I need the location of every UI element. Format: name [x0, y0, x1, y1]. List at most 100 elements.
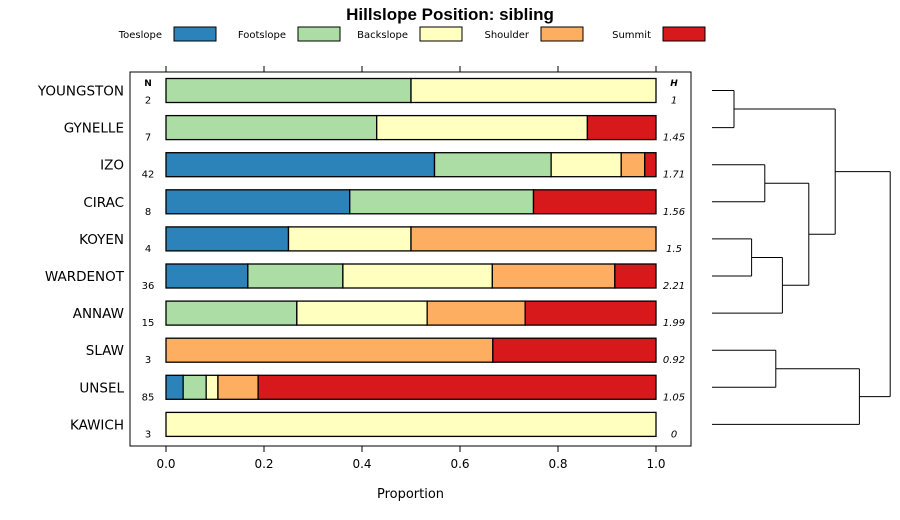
h-value-cirac: 1.56 [663, 207, 685, 218]
n-value-wardenot: 36 [142, 281, 155, 292]
bar-segment-izo-backslope [550, 152, 622, 178]
bar-rows: YOUNGSTON 2 1 GYNELLE 7 1.45 IZO 42 1.71 CIRAC 8 1.… [37, 77, 685, 440]
dendrogram-link-5 [764, 182, 810, 286]
bar-segment-wardenot-toeslope [165, 263, 249, 289]
dendrogram [712, 90, 891, 425]
bar-segment-annaw-footslope [165, 300, 298, 326]
bar-segment-slaw-summit [492, 337, 657, 363]
n-value-koyen: 4 [145, 244, 151, 255]
row-label-youngston: YOUNGSTON [37, 84, 124, 100]
row-cirac: CIRAC 8 1.56 [83, 189, 685, 218]
bar-segment-unsel-toeslope [165, 374, 184, 400]
h-value-youngston: 1 [671, 96, 677, 107]
bar-segment-annaw-shoulder [426, 300, 526, 326]
bar-segment-izo-shoulder [620, 152, 646, 178]
plot-frame [129, 71, 692, 447]
legend-label-shoulder: Shoulder [484, 30, 529, 41]
h-value-koyen: 1.5 [666, 244, 682, 255]
row-youngston: YOUNGSTON 2 1 [37, 77, 677, 107]
bar-segment-wardenot-summit [614, 263, 657, 289]
row-label-unsel: UNSEL [79, 380, 124, 396]
legend: Toeslope Footslope Backslope Shoulder Summit [118, 26, 706, 42]
n-value-izo: 42 [142, 170, 155, 181]
dendrogram-link-2 [712, 238, 753, 277]
legend-swatch-footslope [297, 26, 341, 42]
top-axis-ticks [165, 66, 657, 72]
row-izo: IZO 42 1.71 [100, 152, 685, 181]
x-tick-label-0: 0.0 [156, 457, 175, 471]
legend-label-toeslope: Toeslope [118, 30, 162, 41]
row-label-izo: IZO [100, 158, 124, 174]
row-label-wardenot: WARDENOT [45, 269, 125, 285]
bar-segment-youngston-footslope [165, 77, 412, 104]
row-label-slaw: SLAW [86, 343, 124, 359]
x-tick-label-5: 1.0 [646, 457, 665, 471]
row-kawich: KAWICH 3 0 [70, 411, 677, 440]
bar-segment-izo-footslope [433, 152, 552, 178]
n-value-gynelle: 7 [145, 133, 151, 144]
legend-swatch-toeslope [173, 26, 217, 42]
bar-segment-annaw-summit [524, 300, 657, 326]
row-label-kawich: KAWICH [70, 417, 124, 433]
dendrogram-link-6 [712, 349, 777, 388]
bar-segment-izo-toeslope [165, 152, 436, 178]
legend-label-summit: Summit [612, 30, 651, 41]
x-axis-title: Proportion [377, 487, 444, 502]
bar-segment-annaw-backslope [296, 300, 428, 326]
n-value-cirac: 8 [145, 207, 151, 218]
x-tick-label-2: 0.4 [352, 457, 371, 471]
bar-segment-cirac-footslope [349, 189, 535, 215]
bar-segment-unsel-footslope [182, 374, 207, 400]
bar-segment-slaw-shoulder [165, 337, 494, 363]
h-value-izo: 1.71 [663, 170, 685, 181]
dendrogram-link-7 [734, 108, 836, 235]
bar-segment-gynelle-footslope [165, 114, 378, 141]
row-slaw: SLAW 3 0.92 [86, 337, 685, 366]
row-gynelle: GYNELLE 7 1.45 [64, 114, 685, 144]
bar-segment-koyen-backslope [287, 226, 412, 252]
bar-segment-koyen-toeslope [165, 226, 290, 252]
bar-segment-cirac-toeslope [165, 189, 351, 215]
n-value-slaw: 3 [145, 355, 151, 366]
h-value-kawich: 0 [671, 429, 677, 440]
n-column-header: N [144, 79, 152, 89]
row-annaw: ANNAW 15 1.99 [73, 300, 685, 329]
bar-segment-wardenot-shoulder [491, 263, 616, 289]
h-value-wardenot: 2.21 [663, 281, 685, 292]
bar-segment-koyen-shoulder [410, 226, 657, 252]
bar-segment-izo-summit [644, 152, 657, 178]
dendrogram-link-3 [712, 164, 766, 203]
row-koyen: KOYEN 4 1.5 [79, 226, 682, 255]
dendrogram-link-8 [712, 368, 860, 425]
legend-swatch-summit [662, 26, 706, 42]
legend-label-backslope: Backslope [357, 30, 408, 41]
h-value-slaw: 0.92 [663, 355, 685, 366]
dendrogram-link-1 [712, 90, 735, 129]
bar-segment-unsel-shoulder [217, 374, 259, 400]
row-label-koyen: KOYEN [79, 232, 124, 248]
bar-segment-kawich-backslope [165, 411, 657, 438]
x-tick-label-3: 0.6 [450, 457, 469, 471]
row-label-annaw: ANNAW [73, 306, 124, 322]
h-value-annaw: 1.99 [663, 318, 685, 329]
bar-segment-gynelle-backslope [376, 114, 589, 141]
bar-segment-unsel-summit [257, 374, 657, 400]
bar-segment-gynelle-summit [586, 114, 657, 141]
row-wardenot: WARDENOT 36 2.21 [45, 263, 685, 292]
n-value-unsel: 85 [142, 392, 155, 403]
x-tick-label-4: 0.8 [548, 457, 567, 471]
bar-segment-cirac-summit [532, 189, 657, 215]
dendrogram-link-4 [712, 256, 783, 314]
dendrogram-link-9 [835, 171, 891, 398]
row-unsel: UNSEL 85 1.05 [79, 374, 685, 403]
bar-segment-wardenot-backslope [342, 263, 493, 289]
row-label-cirac: CIRAC [83, 195, 124, 211]
n-value-youngston: 2 [145, 96, 151, 107]
x-axis: 0.0 0.2 0.4 0.6 0.8 1.0 [156, 446, 666, 471]
n-value-kawich: 3 [145, 429, 151, 440]
row-label-gynelle: GYNELLE [64, 121, 124, 137]
legend-label-footslope: Footslope [238, 30, 286, 41]
bar-segment-youngston-backslope [410, 77, 657, 104]
x-tick-label-1: 0.2 [254, 457, 273, 471]
